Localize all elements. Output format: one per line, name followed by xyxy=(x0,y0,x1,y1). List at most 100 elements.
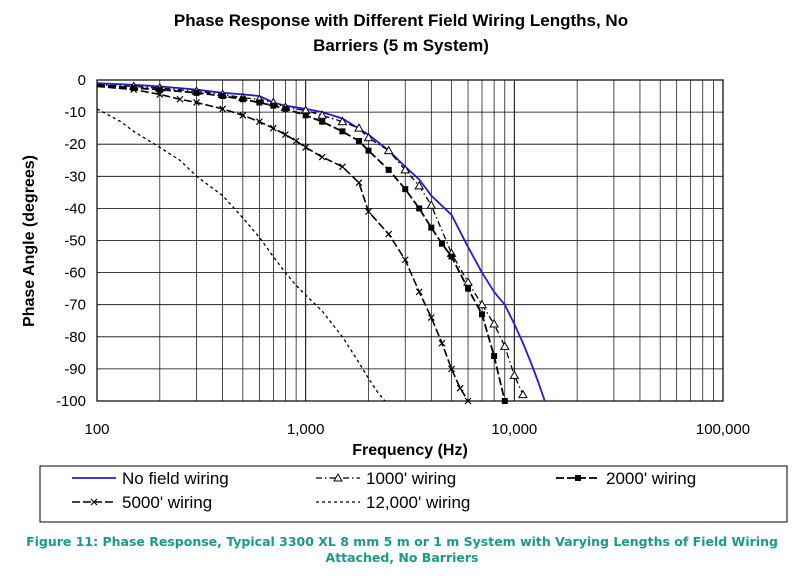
data-point-marker xyxy=(401,256,409,264)
chart-title-line-1: Phase Response with Different Field Wiri… xyxy=(174,11,628,30)
data-point-marker xyxy=(130,86,138,94)
data-point-marker xyxy=(239,96,246,103)
data-point-marker xyxy=(518,389,528,399)
data-point-marker xyxy=(354,123,364,132)
data-point-marker xyxy=(302,143,310,151)
y-tick-label: 0 xyxy=(78,72,86,89)
data-point-marker xyxy=(302,112,309,119)
data-point-marker xyxy=(365,147,372,154)
data-point-marker xyxy=(448,253,455,260)
data-point-marker xyxy=(414,180,425,190)
y-tick-label: -60 xyxy=(64,265,86,282)
legend-item: 12,000' wiring xyxy=(316,493,470,512)
legend-label: 2000' wiring xyxy=(606,469,696,488)
y-tick-label: -50 xyxy=(64,233,86,250)
data-point-marker xyxy=(426,200,437,209)
data-point-marker xyxy=(383,145,394,155)
data-point-marker xyxy=(416,205,423,212)
data-point-marker xyxy=(499,341,510,350)
data-point-marker xyxy=(282,131,289,138)
grid xyxy=(97,79,723,402)
series-0 xyxy=(96,82,546,402)
data-point-marker xyxy=(239,111,247,119)
series-line xyxy=(96,82,546,402)
data-point-marker xyxy=(428,224,435,231)
y-tick-label: -70 xyxy=(64,297,86,314)
data-point-marker xyxy=(292,137,300,145)
series-line xyxy=(96,85,469,402)
series-line xyxy=(96,84,524,395)
chart-title-line-2: Barriers (5 m System) xyxy=(313,36,489,55)
y-tick-label: -90 xyxy=(64,361,86,378)
legend-item: 5000' wiring xyxy=(72,493,212,512)
phase-response-chart: Phase Response with Different Field Wiri… xyxy=(21,11,788,523)
y-tick-label: -80 xyxy=(64,329,86,346)
data-point-marker xyxy=(255,118,263,126)
data-point-marker xyxy=(438,339,446,347)
series-2 xyxy=(96,83,508,404)
legend-label: 12,000' wiring xyxy=(366,493,470,512)
data-point-marker xyxy=(156,91,164,98)
data-point-marker xyxy=(415,288,423,296)
legend-marker xyxy=(90,498,98,506)
data-point-marker xyxy=(365,208,372,216)
series-3 xyxy=(96,85,472,405)
series-4 xyxy=(96,108,386,402)
series-group xyxy=(96,81,546,405)
data-point-marker xyxy=(156,86,163,93)
data-point-marker xyxy=(338,163,346,171)
legend-item: 1000' wiring xyxy=(316,469,456,488)
data-point-marker xyxy=(282,105,289,112)
data-point-marker xyxy=(456,384,464,392)
x-axis-label: Frequency (Hz) xyxy=(352,442,468,459)
data-point-marker xyxy=(270,102,277,109)
x-tick-label: 100 xyxy=(84,421,109,438)
legend-label: No field wiring xyxy=(122,469,229,488)
series-1 xyxy=(96,81,528,399)
data-point-marker xyxy=(385,230,393,238)
data-point-marker xyxy=(489,318,499,328)
data-point-marker xyxy=(427,314,435,321)
series-line xyxy=(96,108,386,402)
data-point-marker xyxy=(477,299,487,309)
data-point-marker xyxy=(509,370,520,379)
data-point-marker xyxy=(464,397,472,405)
legend-box xyxy=(39,465,788,523)
data-point-marker xyxy=(385,166,392,173)
legend-marker xyxy=(575,475,581,481)
data-point-marker xyxy=(501,398,508,404)
data-point-marker xyxy=(319,118,326,125)
data-point-marker xyxy=(355,179,363,187)
data-point-marker xyxy=(355,137,362,144)
data-point-marker xyxy=(193,99,200,106)
legend-marker xyxy=(333,472,343,482)
data-point-marker xyxy=(479,311,486,318)
data-point-marker xyxy=(337,116,348,126)
plot-area-border xyxy=(96,79,724,402)
y-tick-label: -40 xyxy=(64,200,86,217)
y-tick-label: -100 xyxy=(56,393,86,410)
y-tick-label: -30 xyxy=(64,168,86,185)
figure-caption: Figure 11: Phase Response, Typical 3300 … xyxy=(26,534,778,565)
data-point-marker xyxy=(219,105,227,113)
legend-item: No field wiring xyxy=(72,469,229,488)
data-point-marker xyxy=(193,89,200,96)
legend-label: 1000' wiring xyxy=(366,469,456,488)
data-point-marker xyxy=(402,186,409,193)
data-point-marker xyxy=(269,124,277,132)
legend-label: 5000' wiring xyxy=(122,493,212,512)
data-point-marker xyxy=(256,99,263,106)
legend: No field wiring 1000' wiring 2000' wiring 5… xyxy=(72,469,696,512)
data-point-marker xyxy=(400,164,411,174)
y-axis-ticks: 0 -10 -20 -30 -40 -50 -60 -70 -80 -90 -100 xyxy=(56,72,86,410)
data-point-marker xyxy=(363,132,374,142)
series-line xyxy=(96,83,506,402)
data-point-marker xyxy=(465,285,472,292)
data-point-marker xyxy=(219,93,226,100)
x-axis-ticks: 100 1,000 10,000 100,000 xyxy=(84,421,750,438)
x-tick-label: 100,000 xyxy=(696,421,750,438)
data-point-marker xyxy=(463,277,473,286)
data-point-marker xyxy=(448,365,455,373)
data-point-marker xyxy=(318,153,326,161)
data-point-marker xyxy=(491,353,498,360)
